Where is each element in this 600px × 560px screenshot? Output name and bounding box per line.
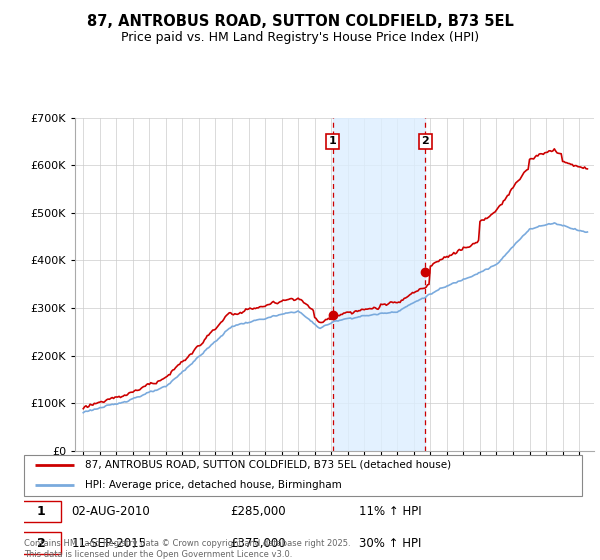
Text: 11% ↑ HPI: 11% ↑ HPI — [359, 505, 421, 518]
Text: HPI: Average price, detached house, Birmingham: HPI: Average price, detached house, Birm… — [85, 480, 342, 491]
Text: £285,000: £285,000 — [230, 505, 286, 518]
Text: 2: 2 — [37, 536, 46, 549]
Text: 1: 1 — [37, 505, 46, 518]
Text: Price paid vs. HM Land Registry's House Price Index (HPI): Price paid vs. HM Land Registry's House … — [121, 31, 479, 44]
Text: Contains HM Land Registry data © Crown copyright and database right 2025.
This d: Contains HM Land Registry data © Crown c… — [24, 539, 350, 559]
Text: £375,000: £375,000 — [230, 536, 286, 549]
Bar — [332, 118, 425, 451]
Text: 30% ↑ HPI: 30% ↑ HPI — [359, 536, 421, 549]
Text: 02-AUG-2010: 02-AUG-2010 — [71, 505, 150, 518]
Text: 1: 1 — [329, 137, 337, 146]
FancyBboxPatch shape — [21, 533, 61, 554]
Text: 2: 2 — [422, 137, 429, 146]
Text: 87, ANTROBUS ROAD, SUTTON COLDFIELD, B73 5EL: 87, ANTROBUS ROAD, SUTTON COLDFIELD, B73… — [86, 14, 514, 29]
Text: 11-SEP-2015: 11-SEP-2015 — [71, 536, 146, 549]
Text: 87, ANTROBUS ROAD, SUTTON COLDFIELD, B73 5EL (detached house): 87, ANTROBUS ROAD, SUTTON COLDFIELD, B73… — [85, 460, 452, 470]
FancyBboxPatch shape — [21, 501, 61, 522]
